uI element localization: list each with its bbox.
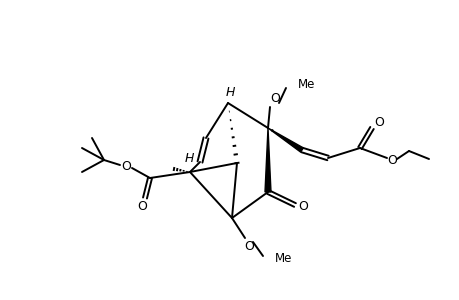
Text: O: O [297, 200, 307, 214]
Text: •: • [269, 127, 274, 136]
Text: O: O [386, 154, 396, 167]
Text: Me: Me [297, 77, 315, 91]
Text: O: O [269, 92, 280, 104]
Polygon shape [264, 128, 270, 192]
Text: O: O [373, 116, 383, 130]
Text: H: H [184, 152, 193, 164]
Text: H: H [225, 85, 234, 98]
Text: O: O [121, 160, 131, 172]
Text: O: O [244, 241, 253, 254]
Text: Me: Me [274, 251, 292, 265]
Text: O: O [137, 200, 146, 214]
Polygon shape [268, 128, 302, 152]
